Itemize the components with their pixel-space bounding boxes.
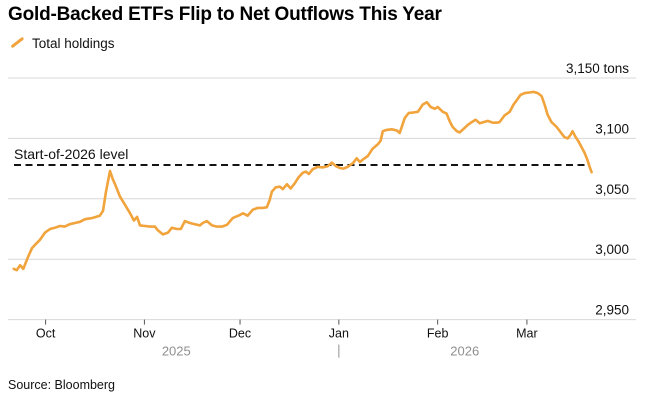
y-tick-label: 3,050	[595, 182, 629, 197]
legend-label: Total holdings	[32, 35, 115, 51]
month-label: Feb	[427, 327, 449, 341]
source-attribution: Source: Bloomberg	[8, 378, 116, 392]
year-label: 2025	[162, 344, 191, 359]
line-swatch-icon	[10, 37, 25, 49]
month-label: Dec	[229, 327, 251, 341]
year-label: 2026	[450, 344, 479, 359]
y-tick-label: 2,950	[595, 303, 629, 318]
chart-title: Gold-Backed ETFs Flip to Net Outflows Th…	[8, 4, 442, 25]
month-label: Mar	[516, 327, 538, 341]
y-tick-label: 3,000	[595, 242, 629, 257]
month-label: Nov	[133, 327, 156, 341]
month-label: Jan	[329, 327, 349, 341]
reference-line-label: Start-of-2026 level	[14, 146, 129, 162]
y-tick-label: 3,150 tons	[566, 61, 629, 76]
month-label: Oct	[36, 327, 56, 341]
legend: Total holdings	[10, 35, 115, 51]
y-tick-label: 3,100	[595, 121, 629, 136]
total-holdings-line	[12, 90, 593, 272]
